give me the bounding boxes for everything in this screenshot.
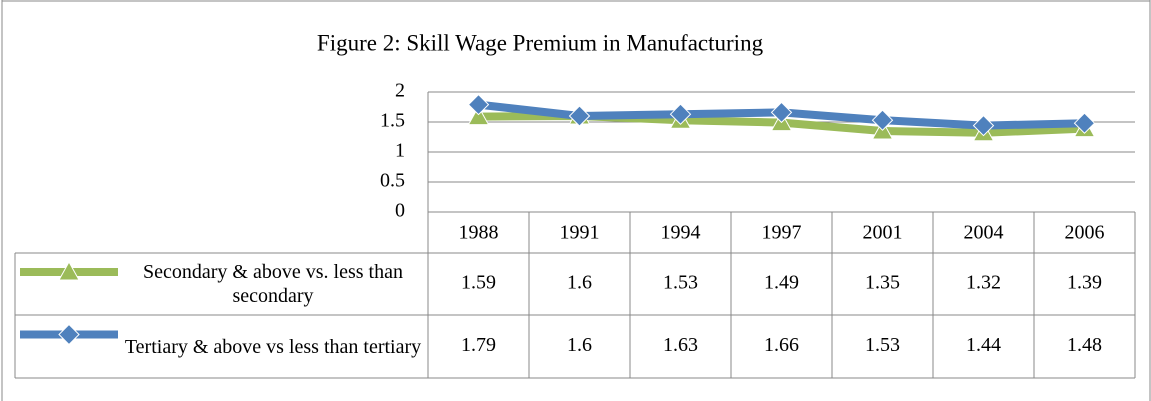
- legend-label: Secondary & above vs. less than secondar…: [143, 261, 403, 307]
- table-value: 1.35: [865, 272, 900, 294]
- point-marker: [770, 101, 793, 124]
- table-value: 1.53: [865, 334, 900, 356]
- y-tick-label: 1: [395, 140, 405, 162]
- table-value: 1.6: [567, 334, 592, 356]
- table-value: 1.53: [663, 272, 698, 294]
- y-tick-label: 0.5: [380, 170, 405, 192]
- y-tick-label: 1.5: [380, 110, 405, 132]
- table-value: 1.79: [461, 334, 496, 356]
- x-tick-label: 2006: [1065, 222, 1105, 244]
- table-value: 1.39: [1067, 272, 1102, 294]
- y-tick-label: 0: [395, 200, 405, 222]
- table-value: 1.63: [663, 334, 698, 356]
- legend-marker: [58, 260, 80, 281]
- table-value: 1.6: [567, 272, 592, 294]
- legend-marker: [58, 323, 80, 346]
- x-tick-label: 1988: [459, 222, 499, 244]
- y-tick-label: 2: [395, 80, 405, 102]
- x-tick-label: 1991: [560, 222, 600, 244]
- legend-label: Tertiary & above vs less than tertiary: [124, 335, 422, 358]
- x-tick-label: 2004: [964, 222, 1004, 244]
- table-value: 1.32: [966, 272, 1001, 294]
- x-tick-label: 1997: [762, 222, 802, 244]
- x-tick-label: 2001: [863, 222, 903, 244]
- table-value: 1.66: [764, 334, 799, 356]
- point-marker: [467, 93, 490, 116]
- point-marker: [669, 103, 692, 125]
- x-tick-label: 1994: [661, 222, 701, 244]
- chart-title: Figure 2: Skill Wage Premium in Manufact…: [317, 30, 764, 55]
- point-marker: [871, 109, 894, 131]
- table-value: 1.49: [764, 272, 799, 294]
- table-value: 1.44: [966, 334, 1001, 356]
- table-value: 1.59: [461, 272, 496, 294]
- table-value: 1.48: [1067, 334, 1102, 356]
- point-marker: [1073, 112, 1096, 134]
- point-marker: [972, 114, 995, 137]
- point-marker: [467, 105, 490, 126]
- point-marker: [568, 105, 591, 127]
